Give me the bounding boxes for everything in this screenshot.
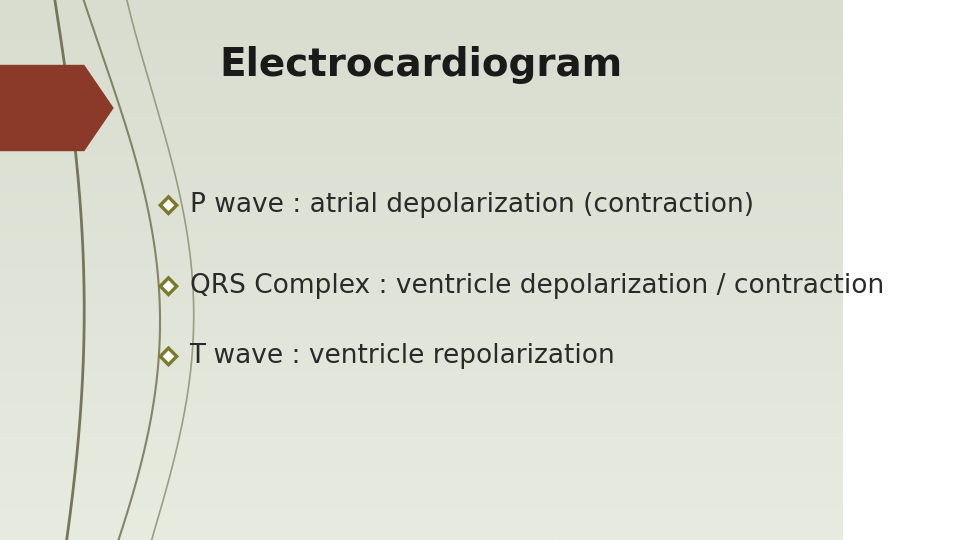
Text: Electrocardiogram: Electrocardiogram bbox=[220, 46, 623, 84]
Polygon shape bbox=[162, 350, 175, 362]
Polygon shape bbox=[157, 194, 180, 216]
Text: QRS Complex : ventricle depolarization / contraction: QRS Complex : ventricle depolarization /… bbox=[189, 273, 884, 299]
Polygon shape bbox=[0, 65, 113, 151]
Polygon shape bbox=[162, 199, 175, 211]
Text: T wave : ventricle repolarization: T wave : ventricle repolarization bbox=[189, 343, 615, 369]
Polygon shape bbox=[162, 280, 175, 292]
Polygon shape bbox=[157, 346, 180, 367]
Text: P wave : atrial depolarization (contraction): P wave : atrial depolarization (contract… bbox=[189, 192, 754, 218]
Polygon shape bbox=[157, 275, 180, 297]
